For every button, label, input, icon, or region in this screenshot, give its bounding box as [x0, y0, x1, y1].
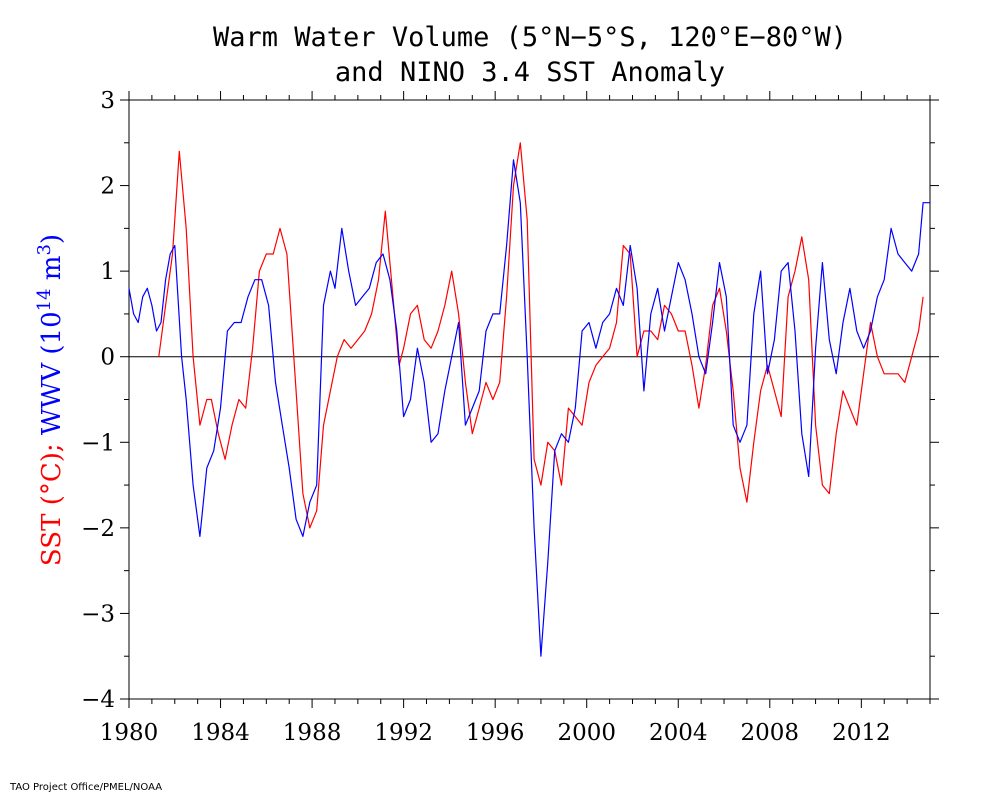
- x-tick-label: 2008: [741, 720, 800, 746]
- x-tick-label: 1992: [374, 720, 433, 746]
- x-tick-label: 1980: [100, 720, 159, 746]
- y-axis-label-sst: SST (°C);: [37, 435, 67, 566]
- y-tick-label: 2: [100, 174, 115, 200]
- y-tick-label: 3: [100, 88, 115, 114]
- chart-title-line1: Warm Water Volume (5°N−5°S, 120°E−80°W): [213, 22, 847, 53]
- y-axis-label-unit-exp: 3: [34, 244, 55, 255]
- x-tick-label: 1988: [283, 720, 342, 746]
- series-line-wwv: [128, 159, 930, 657]
- y-tick-label: −3: [81, 601, 115, 627]
- x-tick-label: 2012: [832, 720, 891, 746]
- y-axis-label-unit: m: [37, 256, 67, 289]
- x-tick-label: 1996: [466, 720, 525, 746]
- y-tick-label: −4: [81, 687, 115, 713]
- y-tick-label: 0: [100, 345, 115, 371]
- chart-title-line2: and NINO 3.4 SST Anomaly: [335, 57, 725, 88]
- series-line-sst: [158, 142, 924, 529]
- y-axis-label-wwv: WWV (10: [37, 311, 67, 435]
- y-tick-label: 1: [100, 259, 115, 285]
- credit-text: TAO Project Office/PMEL/NOAA: [10, 782, 163, 793]
- y-tick-label: −1: [81, 430, 115, 456]
- x-tick-label: 2004: [649, 720, 708, 746]
- x-tick-label: 1984: [191, 720, 250, 746]
- y-tick-label: −2: [81, 516, 115, 542]
- y-axis-label-exp: 14: [34, 288, 55, 311]
- y-axis-label: SST (°C); WWV (1014 m3): [34, 234, 67, 566]
- x-tick-label: 2000: [557, 720, 616, 746]
- plot-area: 3 2 1 0 −1 −2 −3 −4 1980 1984 1988 1992 1996 2000 2004…: [81, 88, 939, 746]
- y-axis-label-close: ): [37, 234, 67, 244]
